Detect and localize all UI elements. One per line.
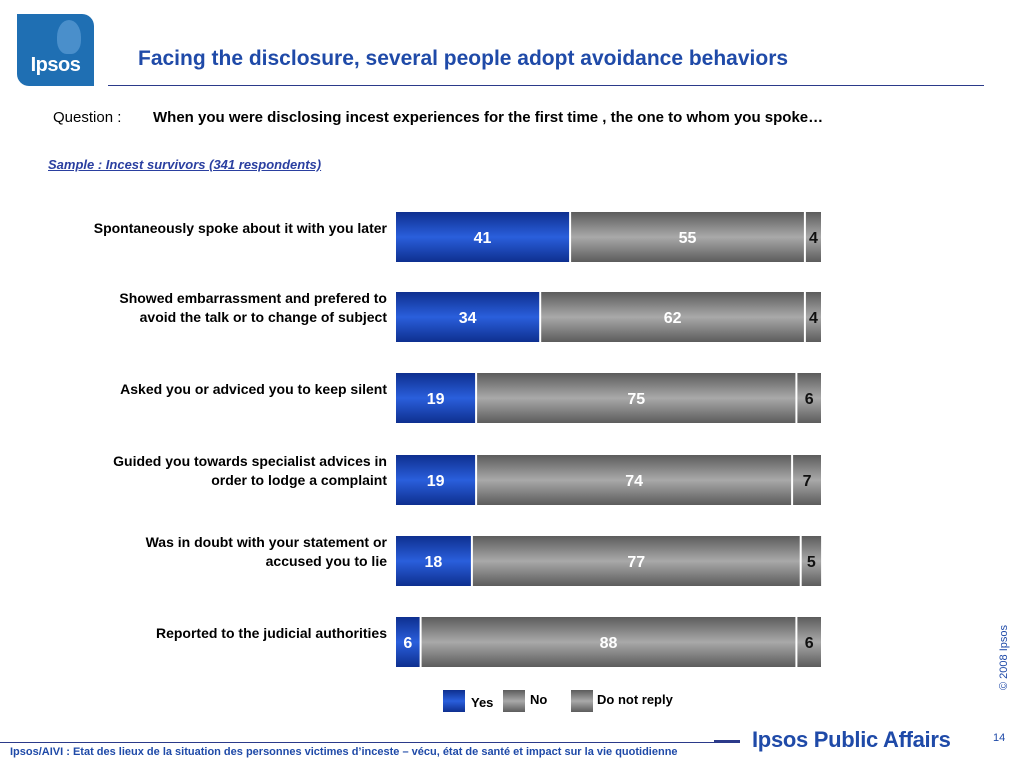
- category-label: Showed embarrassment and prefered to avoi…: [27, 289, 387, 327]
- data-label-yes: 41: [474, 230, 492, 247]
- category-label: Was in doubt with your statement or accus…: [27, 533, 387, 571]
- legend-label-yes: Yes: [471, 695, 494, 710]
- data-label-no-reply: 4: [809, 230, 818, 247]
- footer-text: Ipsos/AIVI : Etat des lieux de la situat…: [10, 746, 678, 758]
- bar-no-reply: [797, 617, 821, 667]
- category-label-line: accused you to lie: [265, 553, 387, 569]
- copyright-text: © 2008 Ipsos: [998, 625, 1010, 690]
- logo-text: Ipsos: [30, 54, 81, 76]
- bar-no: [472, 536, 800, 586]
- bar-no: [477, 373, 796, 423]
- bar-yes: [396, 536, 471, 586]
- legend-swatch-yes: [443, 690, 465, 712]
- bar-yes: [396, 373, 476, 423]
- logo-head-icon: [57, 20, 81, 54]
- sample-note: Sample : Incest survivors (341 responden…: [48, 157, 322, 172]
- data-label-yes: 6: [403, 635, 412, 652]
- data-label-yes: 19: [427, 473, 445, 490]
- category-label: Guided you towards specialist advices in…: [27, 452, 387, 490]
- category-label: Reported to the judicial authorities: [27, 624, 387, 643]
- data-label-no: 77: [627, 554, 645, 571]
- bar-no: [477, 455, 792, 505]
- category-label-line: Showed embarrassment and prefered to: [119, 290, 387, 306]
- bar-no-reply: [793, 455, 821, 505]
- footer-divider: [0, 742, 720, 743]
- bar-no-reply: [801, 536, 822, 586]
- data-label-no: 88: [600, 635, 618, 652]
- data-label-no-reply: 5: [807, 554, 816, 571]
- category-label-line: Asked you or adviced you to keep silent: [120, 380, 387, 397]
- data-label-yes: 18: [425, 554, 443, 571]
- chart-legend: Yes No Do not reply: [443, 690, 743, 714]
- bar-no-reply: [805, 292, 821, 342]
- data-label-no: 75: [627, 391, 645, 408]
- bar-yes: [396, 292, 540, 342]
- question-prefix: Question :: [53, 109, 122, 126]
- ipsos-logo: Ipsos: [17, 14, 94, 86]
- data-label-no-reply: 7: [803, 473, 812, 490]
- data-label-no-reply: 4: [809, 310, 818, 327]
- bar-no: [571, 212, 804, 262]
- data-label-yes: 34: [459, 310, 477, 327]
- category-label-line: Guided you towards specialist advices in: [113, 453, 387, 469]
- brand-divider: [714, 740, 740, 743]
- category-label-line: avoid the talk or to change of subject: [139, 309, 387, 325]
- bar-no: [541, 292, 804, 342]
- bar-no-reply: [805, 212, 821, 262]
- category-label-line: order to lodge a complaint: [211, 472, 387, 488]
- bar-no-reply: [797, 373, 821, 423]
- bar-yes: [396, 617, 420, 667]
- data-label-no: 55: [679, 230, 697, 247]
- page-title: Facing the disclosure, several people ad…: [138, 47, 789, 70]
- legend-swatch-no-reply: [571, 690, 593, 712]
- data-label-no-reply: 6: [805, 391, 814, 408]
- bar-no: [421, 617, 796, 667]
- legend-label-no-reply: Do not reply: [597, 692, 673, 707]
- category-label: Spontaneously spoke about it with you la…: [27, 219, 387, 238]
- data-label-yes: 19: [427, 391, 445, 408]
- bar-yes: [396, 455, 476, 505]
- brand-name: Ipsos Public Affairs: [752, 727, 951, 752]
- category-label-line: Was in doubt with your statement or: [145, 534, 387, 550]
- data-label-no: 74: [625, 473, 643, 490]
- data-label-no-reply: 6: [805, 635, 814, 652]
- category-label-line: Reported to the judicial authorities: [155, 624, 387, 641]
- legend-label-no: No: [530, 692, 548, 707]
- title-divider: [108, 85, 984, 86]
- category-label-line: Spontaneously spoke about it with you la…: [93, 219, 387, 236]
- bar-yes: [396, 212, 570, 262]
- question-text: When you were disclosing incest experien…: [153, 109, 824, 126]
- category-label: Asked you or adviced you to keep silent: [27, 380, 387, 399]
- page-number: 14: [993, 732, 1006, 744]
- data-label-no: 62: [664, 310, 682, 327]
- legend-swatch-no: [503, 690, 525, 712]
